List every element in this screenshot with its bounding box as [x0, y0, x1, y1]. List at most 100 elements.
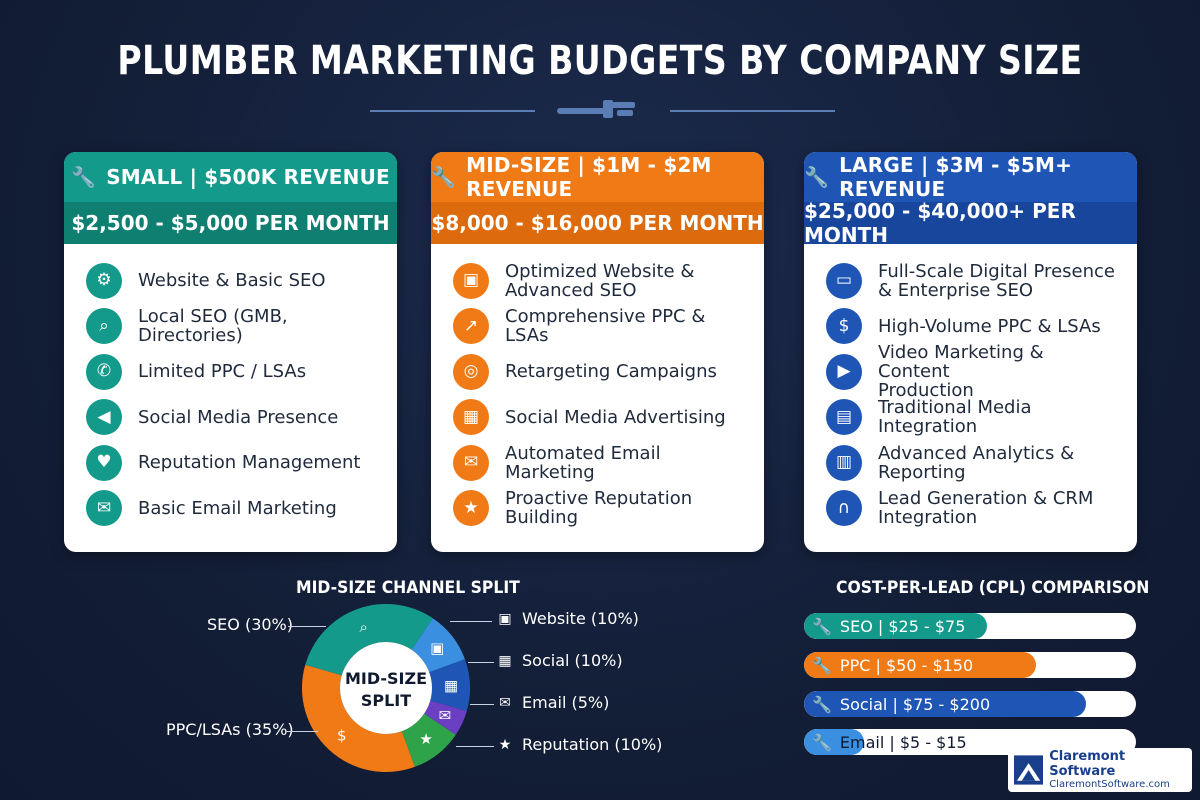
donut-slice-icon: ⌕: [360, 618, 368, 636]
wrench-icon: 🔧: [812, 616, 832, 636]
envelope-icon: ✉: [499, 694, 511, 711]
magnifier-icon: ⌕: [86, 308, 122, 345]
claremont-logo: Claremont Software ClaremontSoftware.com: [1008, 748, 1192, 792]
list-item: ▦ Social Media Advertising: [453, 395, 746, 441]
wrench-icon: 🔧: [431, 165, 457, 189]
donut-slice-icon: ★: [419, 730, 432, 748]
play-icon: ▶: [826, 353, 862, 390]
list-item: ▶ Video Marketing & Content Production: [826, 343, 1119, 400]
wrench-icon: 🔧: [812, 655, 832, 675]
donut-chart: ⌕ ▣ ▦ ✉ ★ $ MID-SIZE SPLIT: [302, 604, 470, 772]
list-item: ▭ Full-Scale Digital Presence & Enterprise…: [826, 258, 1119, 304]
card-large-header: 🔧 LARGE | $3M - $5M+ REVENUE: [804, 152, 1137, 202]
leader-social: [468, 662, 494, 663]
donut-slice-ppc-lsas: [302, 664, 415, 772]
email-gear-icon: ✉: [453, 444, 489, 481]
cpl-bar-track: 🔧 Social | $75 - $200: [804, 691, 1136, 717]
list-item: ✉ Automated Email Marketing: [453, 440, 746, 486]
channel-split-title: MID-SIZE CHANNEL SPLIT: [296, 578, 520, 598]
list-item: ✉ Basic Email Marketing: [86, 486, 379, 532]
donut-slice-reputation: [401, 713, 456, 767]
leader-reputation: [456, 746, 494, 747]
wrench-icon: 🔧: [804, 165, 830, 189]
card-large-budget: $25,000 - $40,000+ PER MONTH: [804, 199, 1137, 247]
title-divider-left: [370, 110, 535, 112]
wrench-icon: 🔧: [812, 732, 832, 752]
cpl-title: COST-PER-LEAD (CPL) COMPARISON: [836, 578, 1150, 598]
list-item: ♥ Reputation Management: [86, 440, 379, 486]
list-item: ⌕ Local SEO (GMB, Directories): [86, 304, 379, 350]
list-item: ▥ Advanced Analytics & Reporting: [826, 440, 1119, 486]
phone-dollar-icon: ✆: [86, 353, 122, 390]
donut-slice-icon: ✉: [439, 706, 452, 724]
analytics-icon: ▥: [826, 444, 862, 481]
list-item: ✆ Limited PPC / LSAs: [86, 349, 379, 395]
donut-center-line2: SPLIT: [361, 691, 411, 710]
legend-reputation: ★ Reputation (10%): [496, 735, 663, 754]
legend-social: ▦ Social (10%): [496, 651, 622, 670]
leader-ppc: [286, 731, 318, 732]
list-item: ⚙ Website & Basic SEO: [86, 258, 379, 304]
social-grid-icon: ▦: [498, 652, 512, 669]
devices-icon: ▭: [826, 262, 862, 299]
browser-cursor-icon: ▣: [453, 262, 489, 299]
chat-heart-icon: ♥: [86, 444, 122, 481]
cpl-bar-label: Email | $5 - $15: [839, 732, 967, 752]
social-grid-icon: ▦: [453, 399, 489, 436]
list-item: ∩ Lead Generation & CRM Integration: [826, 486, 1119, 532]
list-item: ▤ Traditional Media Integration: [826, 395, 1119, 441]
logo-mark-icon: [1014, 755, 1044, 785]
cpl-bar-track: 🔧 SEO | $25 - $75: [804, 613, 1136, 639]
donut-slice-icon: ▦: [444, 677, 458, 695]
card-mid-budget: $8,000 - $16,000 PER MONTH: [431, 202, 764, 244]
donut-center: [340, 642, 432, 734]
donut-slice-icon: ▣: [430, 639, 444, 657]
logo-url: ClaremontSoftware.com: [1049, 779, 1170, 790]
donut-center-line1: MID-SIZE: [345, 669, 427, 688]
label-ppc: PPC/LSAs (35%): [166, 720, 294, 739]
target-icon: ◎: [453, 353, 489, 390]
cpl-bar-label: SEO | $25 - $75: [839, 616, 966, 636]
leader-email: [470, 704, 494, 705]
cpl-bar-fill: 🔧 PPC | $50 - $150: [804, 652, 1037, 678]
cpl-bar-label: Social | $75 - $200: [839, 694, 991, 714]
billboard-icon: ▤: [826, 399, 862, 436]
logo-name: Claremont Software: [1049, 749, 1126, 779]
donut-slice-social: [429, 659, 470, 712]
leader-website: [450, 621, 492, 622]
page-title: PLUMBER MARKETING BUDGETS BY COMPANY SIZ…: [117, 38, 1083, 84]
card-small: 🔧 SMALL | $500K REVENUE $2,500 - $5,000 …: [64, 152, 397, 552]
list-item: $ High-Volume PPC & LSAs: [826, 304, 1119, 350]
card-large: 🔧 LARGE | $3M - $5M+ REVENUE $25,000 - $…: [804, 152, 1137, 552]
cpl-bar-label: PPC | $50 - $150: [839, 655, 974, 675]
star-check-icon: ★: [453, 490, 489, 527]
card-mid: 🔧 MID-SIZE | $1M - $2M REVENUE $8,000 - …: [431, 152, 764, 552]
money-icon: $: [826, 308, 862, 345]
list-item: ◀ Social Media Presence: [86, 395, 379, 441]
leader-seo: [288, 626, 326, 627]
cpl-bar-fill: 🔧 Social | $75 - $200: [804, 691, 1087, 717]
donut-slice-website: [411, 618, 465, 673]
label-seo: SEO (30%): [207, 615, 293, 634]
title-divider-right: [670, 110, 835, 112]
cpl-bar-fill: 🔧 Email | $5 - $15: [804, 729, 967, 755]
legend-website: ▣ Website (10%): [496, 609, 639, 628]
browser-icon: ▣: [498, 610, 512, 627]
pipe-wrench-icon: [557, 100, 635, 118]
wrench-icon: 🔧: [812, 694, 832, 714]
donut-slice-email: [424, 700, 467, 735]
card-mid-header: 🔧 MID-SIZE | $1M - $2M REVENUE: [431, 152, 764, 202]
list-item: ◎ Retargeting Campaigns: [453, 349, 746, 395]
card-small-header: 🔧 SMALL | $500K REVENUE: [64, 152, 397, 202]
card-small-budget: $2,500 - $5,000 PER MONTH: [64, 202, 397, 244]
growth-chart-icon: ↗: [453, 308, 489, 345]
cpl-bar-track: 🔧 PPC | $50 - $150: [804, 652, 1136, 678]
list-item: ↗ Comprehensive PPC & LSAs: [453, 304, 746, 350]
donut-slice-seo: [305, 604, 433, 676]
channel-split-donut: ⌕ ▣ ▦ ✉ ★ $ MID-SIZE SPLIT: [300, 602, 472, 774]
wrench-icon: 🔧: [71, 165, 97, 189]
donut-slice-icon: $: [337, 727, 347, 745]
cpl-bar-fill: 🔧 SEO | $25 - $75: [804, 613, 987, 639]
legend-email: ✉ Email (5%): [496, 693, 609, 712]
megaphone-icon: ◀: [86, 399, 122, 436]
